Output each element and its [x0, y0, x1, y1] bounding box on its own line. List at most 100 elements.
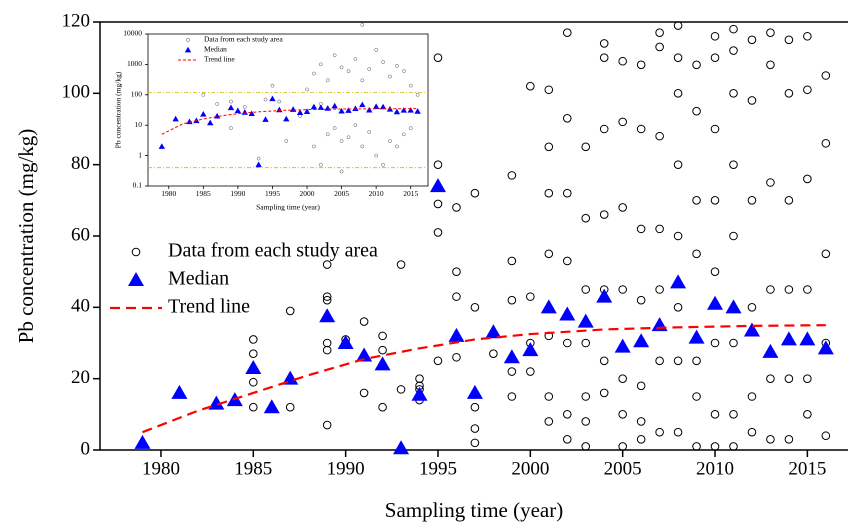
- median-marker: [743, 322, 760, 337]
- data-point: [433, 356, 443, 366]
- median-marker: [411, 386, 428, 401]
- median-marker: [227, 104, 235, 111]
- x-tick-label: 2010: [696, 459, 734, 480]
- data-point: [710, 124, 720, 134]
- data-point: [396, 260, 406, 269]
- median-marker: [359, 101, 366, 108]
- median-marker: [466, 384, 483, 399]
- data-point: [470, 438, 480, 448]
- data-point: [766, 435, 775, 444]
- data-point: [729, 46, 738, 55]
- data-point: [821, 431, 831, 441]
- data-point: [215, 102, 219, 106]
- data-point: [367, 67, 372, 71]
- data-point: [408, 126, 413, 130]
- median-marker: [208, 395, 225, 410]
- data-point: [673, 160, 683, 169]
- data-point: [470, 303, 480, 312]
- median-marker: [186, 118, 193, 125]
- data-point: [305, 87, 309, 92]
- data-point: [618, 442, 627, 451]
- data-point: [360, 78, 365, 83]
- median-marker: [319, 308, 336, 323]
- data-point: [673, 427, 683, 437]
- legend-label: Median: [204, 45, 227, 54]
- x-tick-label: 2015: [403, 189, 418, 198]
- median-marker: [245, 359, 262, 374]
- data-point: [248, 349, 258, 359]
- data-point: [248, 335, 258, 344]
- data-point: [729, 338, 738, 348]
- x-tick-label: 2005: [334, 189, 349, 198]
- median-marker: [522, 342, 539, 357]
- data-point: [581, 442, 591, 451]
- x-tick-label: 2010: [369, 189, 384, 198]
- data-point: [562, 28, 572, 38]
- data-point: [544, 417, 554, 426]
- data-point: [655, 42, 664, 52]
- data-point: [322, 260, 332, 269]
- data-point: [374, 48, 378, 52]
- data-point: [562, 114, 572, 123]
- data-point: [803, 31, 812, 41]
- median-marker: [303, 108, 311, 115]
- data-point: [544, 249, 554, 259]
- median-marker: [414, 108, 421, 114]
- data-point: [562, 188, 572, 198]
- data-point: [544, 142, 554, 152]
- data-point: [360, 22, 365, 27]
- median-marker: [559, 306, 576, 321]
- data-point: [581, 338, 591, 348]
- data-point: [692, 356, 701, 366]
- data-point: [803, 174, 812, 184]
- data-point: [325, 132, 330, 137]
- legend-label: Data from each study area: [204, 35, 283, 44]
- data-point: [470, 188, 480, 198]
- y-tick-label: 40: [71, 296, 90, 317]
- data-point: [396, 385, 406, 394]
- data-point: [692, 442, 701, 451]
- legend-label: Median: [168, 268, 229, 290]
- data-point: [581, 285, 591, 294]
- data-point: [673, 356, 683, 366]
- data-point: [285, 402, 295, 412]
- data-point: [433, 53, 443, 62]
- data-point: [388, 74, 392, 79]
- legend-marker: [186, 38, 190, 42]
- data-point: [526, 292, 535, 301]
- data-point: [433, 160, 443, 169]
- median-marker: [448, 327, 465, 342]
- data-point: [489, 349, 498, 359]
- data-point: [507, 367, 517, 376]
- median-marker: [780, 331, 797, 346]
- data-point: [655, 285, 664, 294]
- x-tick-label: 1995: [419, 459, 457, 480]
- data-point: [729, 442, 738, 451]
- legend-marker: [128, 272, 144, 286]
- x-tick-label: 1990: [230, 189, 245, 198]
- data-point: [747, 392, 757, 401]
- y-tick-label: 60: [71, 224, 90, 245]
- median-marker: [262, 116, 269, 122]
- data-point: [821, 71, 831, 80]
- data-point: [692, 392, 701, 401]
- data-point: [339, 139, 344, 143]
- data-point: [784, 196, 794, 205]
- legend-marker: [184, 46, 192, 53]
- data-point: [322, 345, 332, 355]
- data-point: [747, 96, 757, 105]
- y-tick-label: 1: [138, 150, 142, 159]
- x-tick-label: 1980: [161, 189, 176, 198]
- median-marker: [762, 343, 779, 358]
- data-point: [277, 99, 282, 104]
- median-marker: [248, 110, 255, 117]
- data-point: [332, 53, 337, 58]
- data-point: [729, 410, 738, 419]
- x-tick-label: 2000: [300, 189, 315, 198]
- data-point: [710, 53, 720, 62]
- y-axis-label: Pb concentration (mg/kg): [14, 129, 38, 344]
- data-point: [507, 392, 517, 401]
- data-point: [655, 28, 664, 38]
- data-point: [507, 171, 517, 180]
- data-point: [729, 89, 738, 98]
